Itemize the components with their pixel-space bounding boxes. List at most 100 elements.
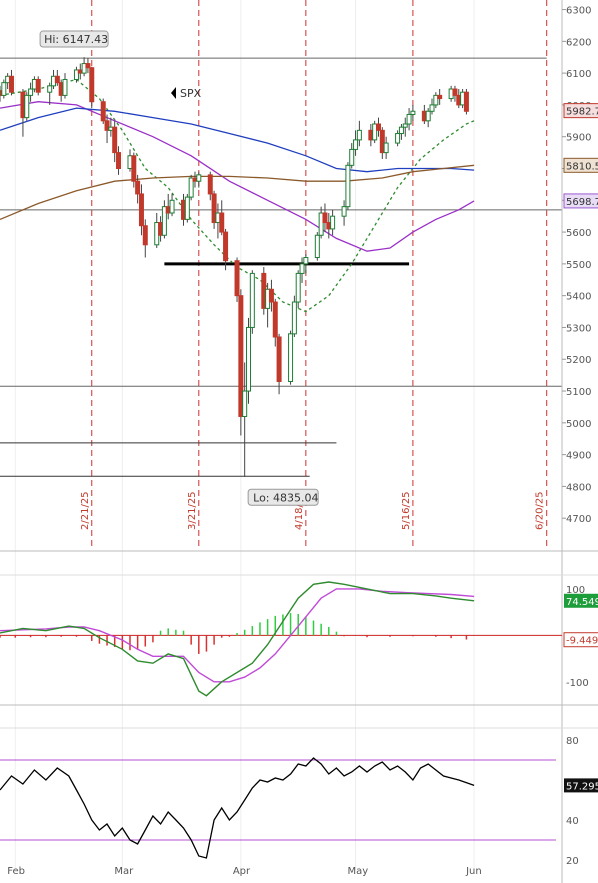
candles <box>0 57 469 477</box>
date-marker-label: 6/20/25 <box>535 491 546 530</box>
candle-body <box>322 212 328 224</box>
candle-body <box>28 88 34 96</box>
high-annotation-label: Hi: 6147.43 <box>44 33 108 46</box>
price-tick-label: 6200 <box>566 37 591 48</box>
price-tick-label: 4700 <box>566 514 591 525</box>
moving-average-line <box>0 107 475 173</box>
candle-body <box>375 123 381 131</box>
candle-body <box>169 199 175 214</box>
candle-body <box>383 142 389 154</box>
support-resistance-lines <box>0 57 562 477</box>
candle-body <box>303 257 309 265</box>
price-badge-label: 5810.52 <box>566 161 598 172</box>
candle-body <box>142 225 148 246</box>
low-annotation-box <box>247 488 319 506</box>
price-tick-label: 5100 <box>566 387 591 398</box>
candle-body <box>452 88 458 96</box>
candle-body <box>138 193 144 227</box>
candle-body <box>54 75 60 84</box>
candle-body <box>219 212 225 233</box>
candle-body <box>73 69 79 80</box>
rsi-badge <box>564 778 598 793</box>
price-tick-label: 4900 <box>566 451 591 462</box>
macd-tick-label: -100 <box>566 678 589 689</box>
macd-badge-label: 74.549 <box>566 597 598 608</box>
price-tick-label: 5300 <box>566 323 591 334</box>
candle-body <box>402 123 408 128</box>
candle-body <box>184 196 190 220</box>
moving-averages <box>0 78 475 313</box>
candle-body <box>8 75 14 93</box>
high-annotation-box <box>39 30 109 48</box>
candle-body <box>249 272 255 328</box>
candle-body <box>242 390 248 417</box>
candle-body <box>268 288 274 303</box>
rsi-tick-label: 40 <box>566 816 579 827</box>
candle-body <box>295 272 301 303</box>
candle-body <box>291 301 297 335</box>
candle-body <box>433 94 439 106</box>
date-markers: 2/21/25 3/21/25 4/18/25 5/16/25 6/20/25 <box>80 0 548 550</box>
annotations: Hi: 6147.43 Lo: 4835.04 <box>39 30 319 506</box>
rsi-tick-label: 80 <box>566 736 579 747</box>
macd-badge-label: -9.449 <box>566 636 598 647</box>
candle-body <box>356 129 362 141</box>
candle-body <box>372 123 378 141</box>
macd-badge <box>564 593 598 608</box>
candle-body <box>116 152 122 169</box>
moving-average-line <box>0 164 475 221</box>
candle-body <box>112 126 118 154</box>
low-annotation-label: Lo: 4835.04 <box>253 491 318 504</box>
candle-body <box>161 206 167 236</box>
price-badge <box>563 193 598 209</box>
price-tick-label: 5200 <box>566 355 591 366</box>
candle-body <box>437 94 443 100</box>
candle-body <box>85 63 91 69</box>
price-tick-label: 5900 <box>566 133 591 144</box>
candle-body <box>463 91 469 112</box>
macd-panel: 100 -100 74.549 -9.449 <box>0 581 598 697</box>
moving-average-line <box>0 101 475 252</box>
symbol-arrow-icon <box>171 87 176 99</box>
rsi-panel: 80 40 20 57.295 <box>0 736 598 867</box>
rsi-tick-label: 20 <box>566 856 579 867</box>
candle-body <box>353 139 359 150</box>
candle-body <box>246 326 252 392</box>
rsi-line <box>0 757 475 859</box>
price-tick-label: 4800 <box>566 482 591 493</box>
candle-body <box>47 85 53 93</box>
month-label: Apr <box>233 866 251 877</box>
price-tick-label: 5600 <box>566 228 591 239</box>
month-label: Mar <box>114 866 134 877</box>
month-label: Feb <box>7 866 25 877</box>
month-label: Jun <box>465 866 482 877</box>
price-badge <box>563 103 598 119</box>
candle-body <box>314 234 320 259</box>
candle-body <box>1 82 7 96</box>
month-axis: Feb Mar Apr May Jun <box>7 866 481 877</box>
candle-body <box>223 231 229 262</box>
candle-body <box>207 174 213 195</box>
candle-body <box>24 94 30 119</box>
price-tick-label: 5000 <box>566 419 591 430</box>
candle-body <box>349 148 355 166</box>
candle-body <box>276 336 282 383</box>
candle-body <box>211 193 217 224</box>
candle-body <box>104 120 110 131</box>
candle-body <box>395 133 401 144</box>
candle-body <box>425 110 431 122</box>
macd-badge <box>563 632 598 648</box>
date-marker-label: 5/16/25 <box>401 491 412 530</box>
price-tick-label: 6100 <box>566 69 591 80</box>
candle-body <box>196 174 202 182</box>
price-tick-label: 6300 <box>566 6 591 17</box>
price-badge <box>563 157 598 173</box>
month-label: May <box>348 866 369 877</box>
candle-body <box>35 78 41 93</box>
candle-body <box>135 180 141 195</box>
candle-body <box>188 177 194 198</box>
date-marker-label: 2/21/25 <box>80 491 91 530</box>
macd-tick-label: 100 <box>566 585 585 596</box>
